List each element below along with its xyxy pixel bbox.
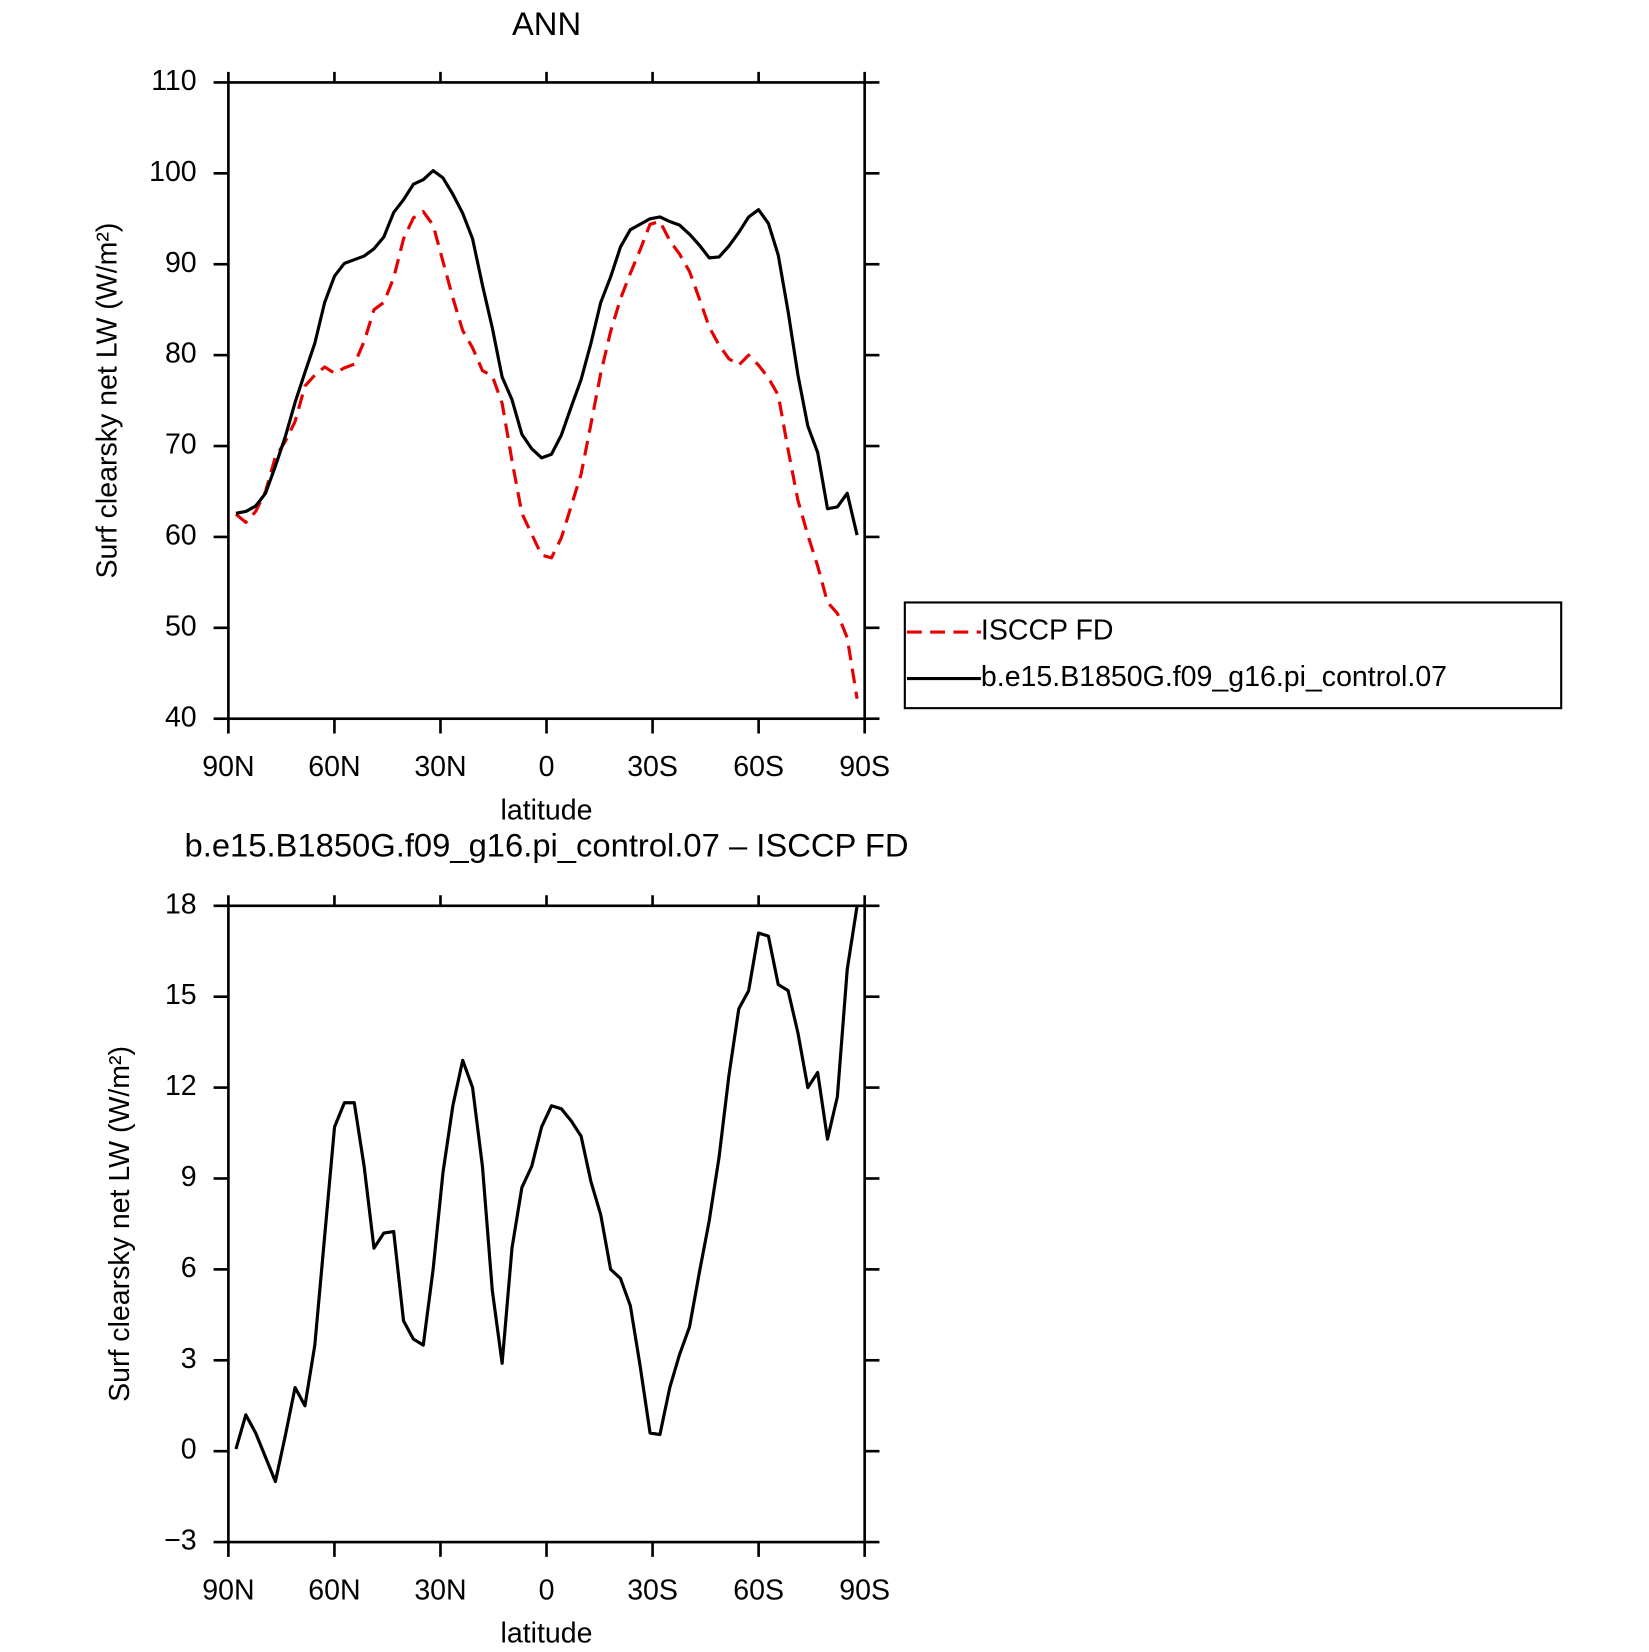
x-tick-label: 90S bbox=[839, 1574, 890, 1606]
legend-label: b.e15.B1850G.f09_g16.pi_control.07 bbox=[981, 661, 1447, 693]
y-tick-label: 18 bbox=[165, 888, 197, 920]
data-line bbox=[234, 905, 859, 1484]
y-tick-label: 100 bbox=[149, 156, 197, 188]
y-tick-label: 110 bbox=[151, 65, 196, 97]
y-axis-label: Surf clearsky net LW (W/m²) bbox=[91, 223, 123, 579]
x-tick-label: 0 bbox=[539, 1574, 555, 1606]
y-tick-label: 70 bbox=[165, 429, 197, 461]
plot-area bbox=[234, 169, 859, 699]
x-tick-label: 90N bbox=[202, 751, 254, 783]
y-tick-label: 60 bbox=[165, 519, 197, 551]
x-axis-label: latitude bbox=[501, 794, 593, 826]
y-tick-label: 50 bbox=[165, 610, 197, 642]
legend-box bbox=[903, 601, 1563, 710]
plot-area bbox=[234, 905, 859, 1484]
y-tick-label: 9 bbox=[181, 1161, 197, 1193]
y-tick-label: 0 bbox=[181, 1434, 197, 1466]
chart-title: ANN bbox=[512, 5, 581, 42]
x-tick-label: 30N bbox=[414, 751, 466, 783]
y-tick-label: 40 bbox=[165, 701, 197, 733]
plot-frame bbox=[227, 904, 866, 1544]
plot-frame bbox=[227, 81, 866, 721]
y-tick-label: 6 bbox=[181, 1252, 197, 1284]
x-tick-label: 30S bbox=[627, 751, 678, 783]
y-tick-label: −3 bbox=[164, 1525, 197, 1557]
x-tick-label: 90N bbox=[202, 1574, 254, 1606]
chart-title: b.e15.B1850G.f09_g16.pi_control.07 – ISC… bbox=[185, 826, 909, 863]
x-tick-label: 60S bbox=[733, 1574, 784, 1606]
y-tick-label: 12 bbox=[165, 1070, 197, 1102]
legend-label: ISCCP FD bbox=[981, 615, 1114, 647]
y-tick-label: 15 bbox=[165, 979, 197, 1011]
y-axis-label: Surf clearsky net LW (W/m²) bbox=[104, 1046, 136, 1402]
y-tick-label: 90 bbox=[165, 247, 197, 279]
x-tick-label: 30N bbox=[414, 1574, 466, 1606]
x-tick-label: 60N bbox=[308, 751, 360, 783]
y-tick-label: 3 bbox=[181, 1343, 197, 1375]
x-axis-label: latitude bbox=[501, 1618, 593, 1650]
x-tick-label: 90S bbox=[839, 751, 890, 783]
x-tick-label: 60S bbox=[733, 751, 784, 783]
x-tick-label: 30S bbox=[627, 1574, 678, 1606]
x-tick-label: 0 bbox=[539, 751, 555, 783]
data-line bbox=[234, 209, 859, 699]
data-line bbox=[235, 169, 859, 536]
x-tick-label: 60N bbox=[308, 1574, 360, 1606]
y-tick-label: 80 bbox=[165, 338, 197, 370]
